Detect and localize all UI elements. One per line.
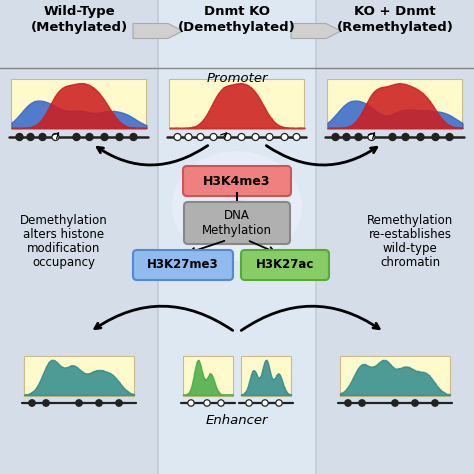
- Circle shape: [417, 134, 424, 140]
- Circle shape: [43, 400, 49, 406]
- FancyBboxPatch shape: [11, 79, 146, 129]
- Circle shape: [218, 400, 224, 406]
- FancyBboxPatch shape: [24, 356, 134, 396]
- FancyBboxPatch shape: [170, 79, 304, 129]
- Circle shape: [412, 400, 418, 406]
- Circle shape: [359, 400, 365, 406]
- Polygon shape: [291, 24, 341, 38]
- Text: H3K27ac: H3K27ac: [256, 258, 314, 272]
- Text: H3K4me3: H3K4me3: [203, 174, 271, 188]
- Circle shape: [76, 400, 82, 406]
- Circle shape: [392, 400, 398, 406]
- Circle shape: [368, 134, 375, 140]
- Circle shape: [266, 134, 273, 140]
- Circle shape: [116, 134, 123, 140]
- FancyBboxPatch shape: [133, 250, 233, 280]
- Circle shape: [130, 134, 137, 140]
- Circle shape: [224, 134, 231, 140]
- Text: Remethylation: Remethylation: [367, 214, 453, 227]
- Circle shape: [27, 134, 34, 140]
- Circle shape: [101, 134, 108, 140]
- Text: Dnmt KO
(Demethylated): Dnmt KO (Demethylated): [178, 5, 296, 34]
- Circle shape: [246, 400, 252, 406]
- Text: re-establishes: re-establishes: [368, 228, 452, 241]
- Circle shape: [252, 134, 259, 140]
- Bar: [0, 0, 158, 474]
- Circle shape: [39, 134, 46, 140]
- Text: Promoter: Promoter: [206, 72, 268, 85]
- Circle shape: [276, 400, 282, 406]
- Circle shape: [197, 134, 204, 140]
- Circle shape: [343, 134, 350, 140]
- Circle shape: [402, 134, 409, 140]
- Circle shape: [116, 400, 122, 406]
- Circle shape: [355, 134, 362, 140]
- Circle shape: [210, 134, 217, 140]
- Circle shape: [16, 134, 23, 140]
- FancyBboxPatch shape: [183, 356, 233, 396]
- Circle shape: [86, 134, 93, 140]
- Text: KO + Dnmt
(Remethylated): KO + Dnmt (Remethylated): [337, 5, 454, 34]
- Circle shape: [345, 400, 351, 406]
- Circle shape: [204, 400, 210, 406]
- FancyBboxPatch shape: [340, 356, 450, 396]
- Text: Wild-Type
(Methylated): Wild-Type (Methylated): [30, 5, 128, 34]
- Text: wild-type: wild-type: [383, 242, 438, 255]
- Circle shape: [185, 134, 192, 140]
- FancyBboxPatch shape: [241, 356, 291, 396]
- Circle shape: [96, 400, 102, 406]
- FancyBboxPatch shape: [184, 202, 290, 244]
- Circle shape: [389, 134, 396, 140]
- Text: DNA
Methylation: DNA Methylation: [202, 209, 272, 237]
- Text: modification: modification: [27, 242, 100, 255]
- FancyBboxPatch shape: [241, 250, 329, 280]
- Circle shape: [293, 134, 300, 140]
- Circle shape: [281, 134, 288, 140]
- FancyBboxPatch shape: [328, 79, 463, 129]
- Circle shape: [446, 134, 453, 140]
- Text: Enhancer: Enhancer: [206, 414, 268, 427]
- Circle shape: [73, 134, 80, 140]
- FancyBboxPatch shape: [183, 166, 291, 196]
- Text: occupancy: occupancy: [33, 256, 95, 269]
- Text: alters histone: alters histone: [23, 228, 105, 241]
- Polygon shape: [133, 24, 183, 38]
- Circle shape: [432, 400, 438, 406]
- Circle shape: [188, 400, 194, 406]
- Circle shape: [29, 400, 35, 406]
- Text: chromatin: chromatin: [380, 256, 440, 269]
- Bar: [316, 0, 474, 474]
- Circle shape: [238, 134, 245, 140]
- Text: H3K27me3: H3K27me3: [147, 258, 219, 272]
- Circle shape: [432, 134, 439, 140]
- Circle shape: [174, 134, 181, 140]
- Circle shape: [262, 400, 268, 406]
- Ellipse shape: [172, 151, 302, 261]
- Bar: [158, 0, 316, 474]
- Text: Demethylation: Demethylation: [20, 214, 108, 227]
- Circle shape: [52, 134, 59, 140]
- Circle shape: [332, 134, 339, 140]
